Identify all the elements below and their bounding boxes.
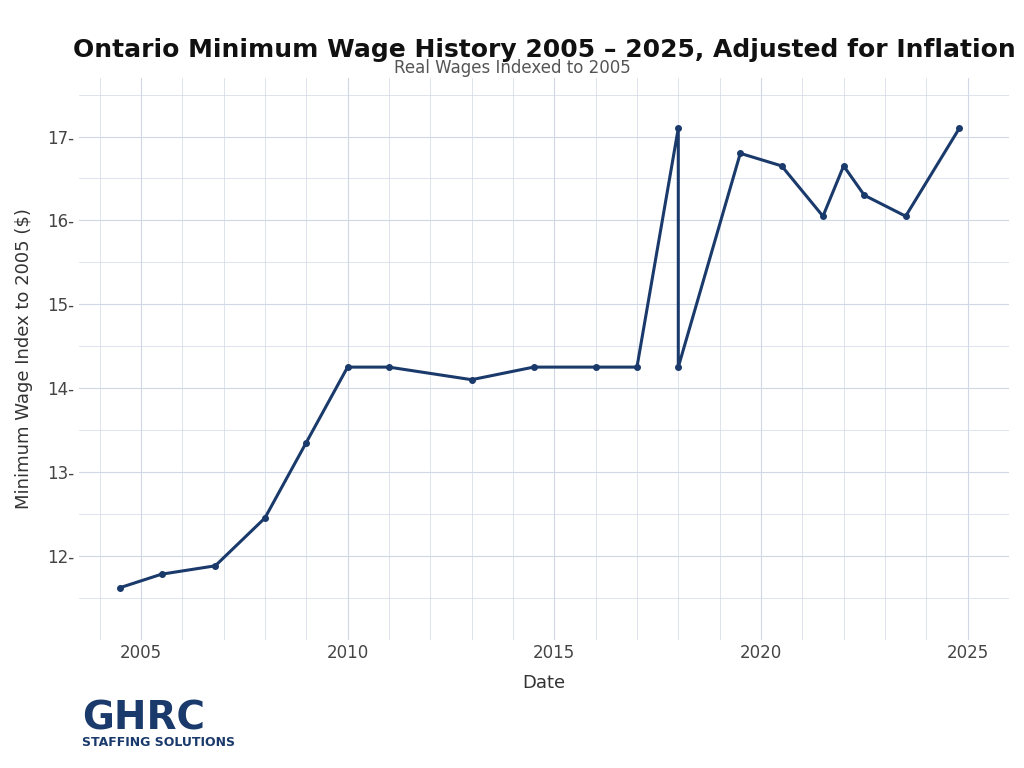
Text: STAFFING SOLUTIONS: STAFFING SOLUTIONS xyxy=(82,736,234,749)
Text: GHRC: GHRC xyxy=(82,700,205,737)
Title: Ontario Minimum Wage History 2005 – 2025, Adjusted for Inflation: Ontario Minimum Wage History 2005 – 2025… xyxy=(73,38,1016,62)
X-axis label: Date: Date xyxy=(522,674,565,691)
Y-axis label: Minimum Wage Index to 2005 ($): Minimum Wage Index to 2005 ($) xyxy=(15,208,33,509)
Text: Real Wages Indexed to 2005: Real Wages Indexed to 2005 xyxy=(393,59,631,77)
